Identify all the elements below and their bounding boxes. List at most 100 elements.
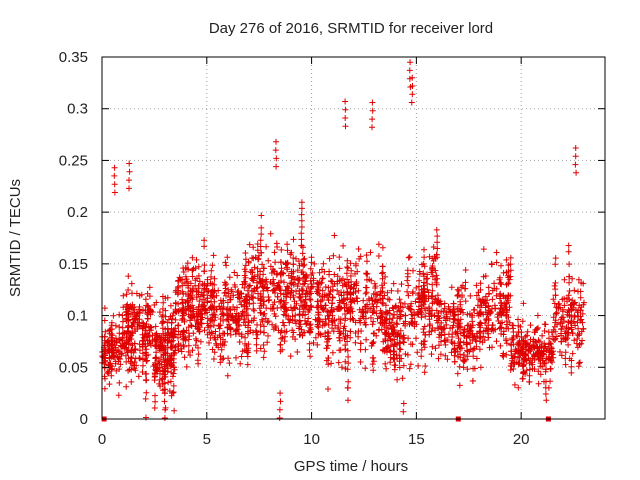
data-point bbox=[500, 328, 507, 335]
data-point bbox=[457, 298, 464, 305]
data-point bbox=[139, 343, 146, 350]
data-point bbox=[226, 321, 232, 328]
data-point bbox=[226, 360, 233, 367]
data-point bbox=[295, 280, 302, 287]
y-tick-label: 0.2 bbox=[67, 204, 88, 221]
data-point bbox=[343, 270, 350, 277]
data-point bbox=[352, 288, 359, 295]
data-point bbox=[317, 280, 324, 287]
data-point bbox=[482, 293, 489, 300]
data-point bbox=[183, 276, 190, 283]
data-point bbox=[162, 367, 169, 374]
data-point bbox=[558, 338, 565, 345]
data-point bbox=[208, 267, 215, 274]
data-point bbox=[344, 384, 351, 391]
data-point bbox=[128, 355, 135, 362]
data-point bbox=[390, 343, 397, 350]
data-point bbox=[363, 252, 370, 259]
data-point bbox=[383, 315, 390, 322]
data-point bbox=[217, 297, 224, 304]
data-point bbox=[142, 343, 149, 350]
data-point bbox=[224, 372, 231, 379]
data-point bbox=[189, 285, 196, 292]
data-point bbox=[578, 340, 585, 347]
data-point bbox=[516, 360, 523, 367]
data-point bbox=[120, 292, 127, 299]
data-point bbox=[128, 347, 135, 354]
data-point bbox=[362, 321, 369, 328]
data-point bbox=[168, 352, 175, 359]
data-point bbox=[400, 338, 407, 345]
data-point bbox=[209, 311, 216, 318]
data-point bbox=[159, 293, 166, 300]
data-point bbox=[551, 282, 558, 289]
data-point bbox=[355, 287, 362, 294]
data-point bbox=[170, 382, 177, 389]
data-point bbox=[279, 303, 286, 309]
data-point bbox=[287, 304, 294, 311]
data-point bbox=[125, 273, 132, 280]
data-point bbox=[205, 288, 212, 294]
data-point bbox=[119, 324, 126, 331]
data-point bbox=[426, 253, 433, 260]
data-point bbox=[400, 408, 407, 415]
data-point bbox=[306, 291, 313, 298]
data-point bbox=[538, 349, 545, 356]
data-point bbox=[367, 305, 374, 312]
data-point bbox=[455, 342, 462, 349]
data-point bbox=[334, 287, 341, 294]
data-point bbox=[493, 259, 500, 266]
data-point bbox=[236, 294, 243, 301]
data-point bbox=[143, 352, 150, 359]
data-point bbox=[298, 236, 305, 243]
data-point bbox=[482, 320, 488, 327]
data-point bbox=[575, 332, 582, 339]
data-point bbox=[565, 292, 572, 299]
data-point bbox=[568, 357, 575, 364]
data-point bbox=[493, 249, 500, 256]
data-point bbox=[451, 352, 458, 359]
data-point bbox=[195, 303, 202, 310]
data-point bbox=[480, 333, 487, 340]
data-point bbox=[566, 279, 573, 286]
data-point bbox=[481, 296, 487, 303]
data-point bbox=[271, 249, 278, 256]
data-point bbox=[410, 267, 416, 274]
data-point bbox=[287, 353, 294, 360]
y-tick-label: 0.1 bbox=[67, 308, 88, 325]
data-point bbox=[437, 351, 444, 358]
data-point bbox=[464, 341, 471, 348]
data-point bbox=[277, 390, 284, 397]
data-point bbox=[334, 273, 341, 280]
data-point bbox=[246, 301, 253, 307]
data-point bbox=[344, 264, 351, 271]
data-point bbox=[319, 275, 326, 282]
data-point bbox=[250, 287, 257, 294]
data-point bbox=[277, 270, 284, 277]
data-point bbox=[501, 306, 508, 313]
data-point bbox=[241, 302, 248, 309]
data-point bbox=[172, 316, 179, 323]
data-point bbox=[273, 138, 279, 145]
data-point bbox=[396, 352, 403, 359]
data-point bbox=[572, 145, 579, 151]
data-point bbox=[161, 390, 168, 397]
data-point bbox=[433, 251, 440, 258]
data-point bbox=[369, 309, 376, 316]
data-point bbox=[404, 270, 411, 277]
data-point bbox=[438, 338, 444, 345]
data-point bbox=[405, 254, 412, 261]
data-point bbox=[421, 344, 428, 351]
data-point bbox=[349, 315, 356, 322]
data-point bbox=[331, 271, 338, 278]
data-point bbox=[281, 322, 288, 329]
data-point bbox=[461, 326, 468, 333]
data-point bbox=[117, 361, 124, 368]
data-point bbox=[570, 301, 577, 307]
data-point bbox=[469, 378, 476, 384]
data-point bbox=[218, 346, 225, 353]
data-point bbox=[163, 361, 170, 368]
data-point bbox=[294, 349, 301, 355]
data-point bbox=[406, 305, 413, 312]
data-point bbox=[421, 369, 428, 376]
